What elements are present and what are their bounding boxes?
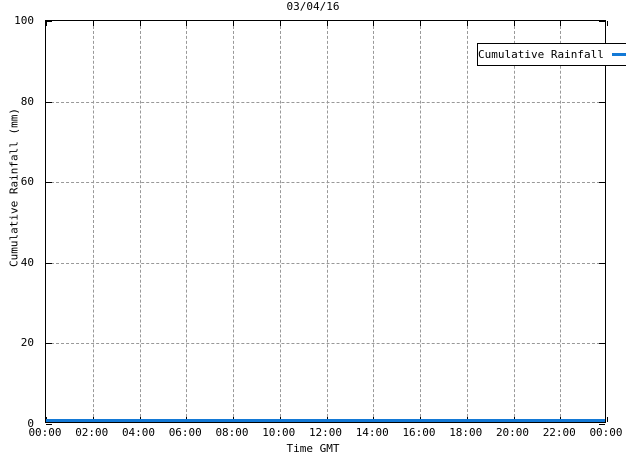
x-tick-mark bbox=[607, 417, 608, 422]
y-tick-mark bbox=[46, 424, 52, 425]
x-tick-mark-top bbox=[560, 21, 562, 26]
gridline-vertical bbox=[92, 21, 94, 422]
gridline-horizontal bbox=[46, 262, 605, 264]
x-tick-label: 14:00 bbox=[355, 426, 389, 439]
gridline-vertical bbox=[420, 21, 421, 422]
x-tick-label: 22:00 bbox=[542, 426, 576, 439]
x-tick-label: 00:00 bbox=[589, 426, 623, 439]
x-tick-label: 12:00 bbox=[308, 426, 343, 439]
x-tick-label: 20:00 bbox=[495, 426, 530, 439]
x-tick-label: 00:00 bbox=[28, 426, 62, 439]
gridline-vertical bbox=[279, 21, 281, 422]
x-tick-mark-top bbox=[513, 21, 515, 26]
y-tick-mark-right bbox=[599, 424, 605, 425]
gridline-vertical bbox=[560, 21, 562, 422]
gridline-horizontal bbox=[46, 343, 605, 345]
legend-label-cumulative-rainfall: Cumulative Rainfall bbox=[478, 48, 604, 61]
y-tick-label: 80 bbox=[20, 94, 34, 108]
gridline-vertical bbox=[233, 21, 234, 422]
x-tick-mark-top bbox=[279, 21, 281, 26]
x-axis-tick-labels: 00:00 02:00 04:00 06:00 08:00 10:00 12:00 14:00… bbox=[28, 426, 622, 441]
gridline-horizontal bbox=[46, 101, 605, 103]
x-tick-mark-top bbox=[186, 21, 188, 26]
legend-swatch-cumulative-rainfall bbox=[611, 53, 626, 56]
x-tick-mark-top bbox=[139, 21, 141, 26]
y-tick-mark-right bbox=[599, 262, 605, 264]
x-tick-label: 08:00 bbox=[215, 426, 249, 439]
x-tick-mark-top bbox=[373, 21, 375, 26]
y-tick-mark-right bbox=[599, 343, 605, 345]
gridline-vertical bbox=[373, 21, 375, 422]
x-tick-label: 10:00 bbox=[262, 426, 296, 439]
x-tick-label: 16:00 bbox=[402, 426, 436, 439]
x-tick-mark-top bbox=[607, 21, 608, 26]
plot-area: Cumulative Rainfall bbox=[45, 20, 626, 425]
x-tick-mark-top bbox=[420, 21, 421, 26]
y-tick-label: 100 bbox=[14, 14, 34, 27]
gridline-vertical bbox=[513, 21, 515, 422]
x-tick-label: 02:00 bbox=[75, 426, 109, 439]
x-tick-mark-top bbox=[233, 21, 234, 26]
gridline-vertical bbox=[466, 21, 468, 422]
x-tick-mark-top bbox=[326, 21, 328, 26]
y-tick-mark-right bbox=[599, 182, 605, 184]
y-axis-tick-labels: 0 20 40 60 80 100 bbox=[0, 15, 40, 429]
chart-title: 03/04/16 bbox=[286, 0, 340, 13]
y-tick-label: 20 bbox=[20, 336, 34, 350]
y-tick-mark-right bbox=[599, 21, 605, 22]
legend: Cumulative Rainfall bbox=[477, 43, 626, 66]
x-tick-label: 06:00 bbox=[168, 426, 202, 439]
y-tick-label: 40 bbox=[20, 255, 34, 269]
x-axis-title: Time GMT bbox=[286, 442, 340, 455]
x-tick-mark-top bbox=[92, 21, 94, 26]
y-tick-mark bbox=[46, 101, 52, 103]
gridline-vertical bbox=[186, 21, 188, 422]
gridline-vertical bbox=[326, 21, 328, 422]
series-layer bbox=[46, 419, 605, 422]
gridline-vertical bbox=[139, 21, 141, 422]
x-tick-label: 04:00 bbox=[121, 426, 156, 439]
x-tick-mark-top bbox=[46, 21, 47, 26]
y-axis-title: Cumulative Rainfall (mm) bbox=[7, 108, 21, 267]
y-tick-mark bbox=[46, 182, 52, 184]
y-tick-label: 0 bbox=[27, 417, 34, 430]
y-tick-mark bbox=[46, 262, 52, 264]
x-tick-label: 18:00 bbox=[449, 426, 483, 439]
gridline-horizontal bbox=[46, 182, 605, 184]
x-tick-mark-top bbox=[466, 21, 468, 26]
y-tick-label: 60 bbox=[20, 175, 34, 189]
y-tick-mark-right bbox=[599, 101, 605, 103]
y-tick-mark bbox=[46, 21, 52, 22]
y-tick-mark bbox=[46, 343, 52, 345]
